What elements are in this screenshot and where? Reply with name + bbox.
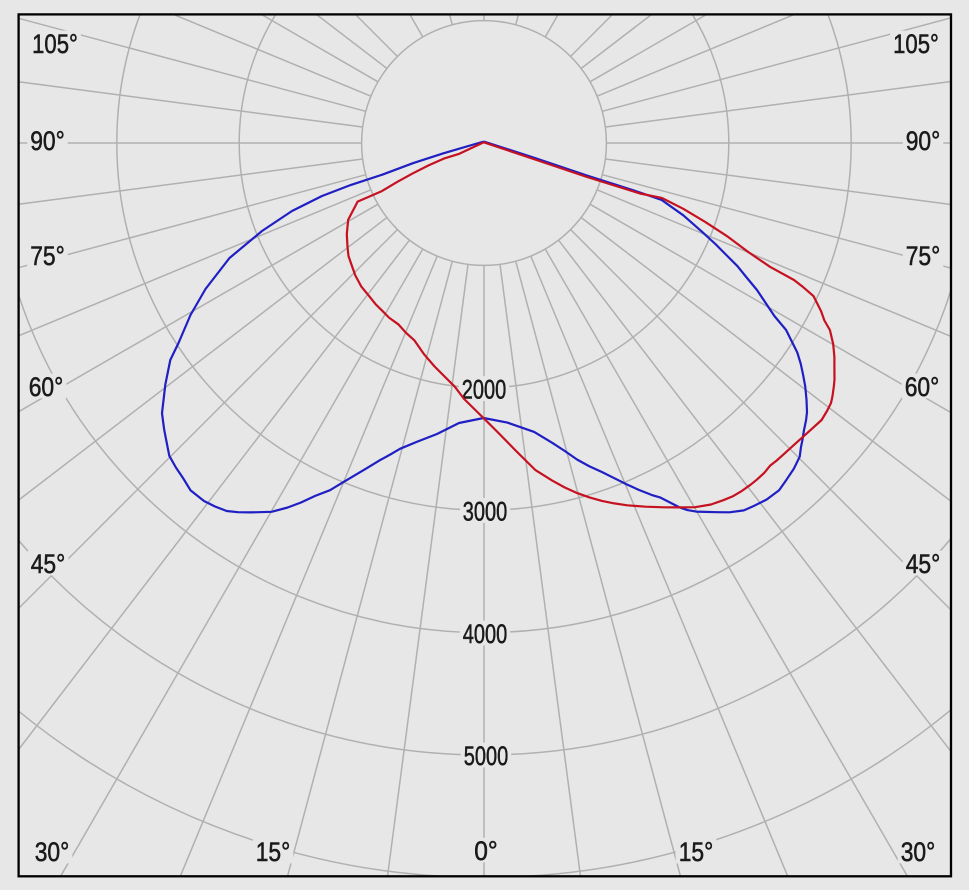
svg-text:3000: 3000 (463, 496, 507, 526)
svg-text:45°: 45° (906, 549, 941, 579)
svg-text:90°: 90° (30, 126, 65, 156)
svg-text:60°: 60° (905, 372, 940, 402)
svg-text:30°: 30° (35, 837, 70, 867)
svg-text:75°: 75° (906, 241, 941, 271)
svg-text:105°: 105° (32, 29, 78, 59)
svg-text:105°: 105° (893, 29, 939, 59)
svg-text:0°: 0° (474, 836, 498, 866)
svg-text:4000: 4000 (463, 619, 507, 649)
svg-text:45°: 45° (31, 549, 66, 579)
svg-text:60°: 60° (29, 372, 64, 402)
svg-text:2000: 2000 (462, 374, 506, 404)
svg-text:75°: 75° (30, 241, 65, 271)
svg-text:15°: 15° (256, 837, 291, 867)
svg-text:15°: 15° (679, 837, 714, 867)
svg-text:30°: 30° (901, 837, 936, 867)
svg-text:90°: 90° (906, 126, 941, 156)
svg-text:5000: 5000 (464, 741, 508, 771)
